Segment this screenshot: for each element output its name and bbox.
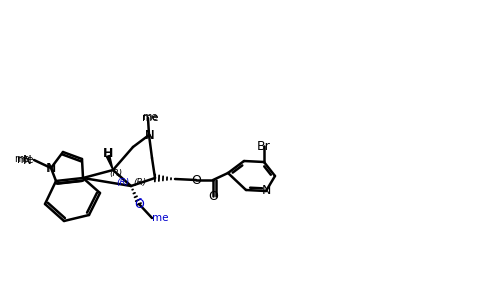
Text: N: N [23, 153, 32, 167]
Text: (R): (R) [133, 178, 146, 186]
Text: N: N [144, 128, 153, 142]
Text: N: N [46, 162, 56, 174]
Text: (R): (R) [109, 168, 122, 178]
Text: O: O [191, 174, 201, 186]
Text: O: O [134, 198, 143, 210]
Text: N: N [46, 162, 56, 174]
Text: (R): (R) [116, 178, 129, 186]
Text: me: me [142, 113, 158, 123]
Text: me: me [142, 112, 158, 122]
Text: N: N [145, 128, 155, 142]
Text: H: H [102, 147, 113, 160]
Text: me: me [18, 155, 34, 165]
Polygon shape [106, 156, 113, 170]
Text: O: O [207, 189, 218, 203]
Text: me: me [152, 213, 168, 223]
Text: me: me [15, 154, 30, 164]
Text: N: N [261, 185, 270, 198]
Text: Br: Br [257, 139, 270, 152]
